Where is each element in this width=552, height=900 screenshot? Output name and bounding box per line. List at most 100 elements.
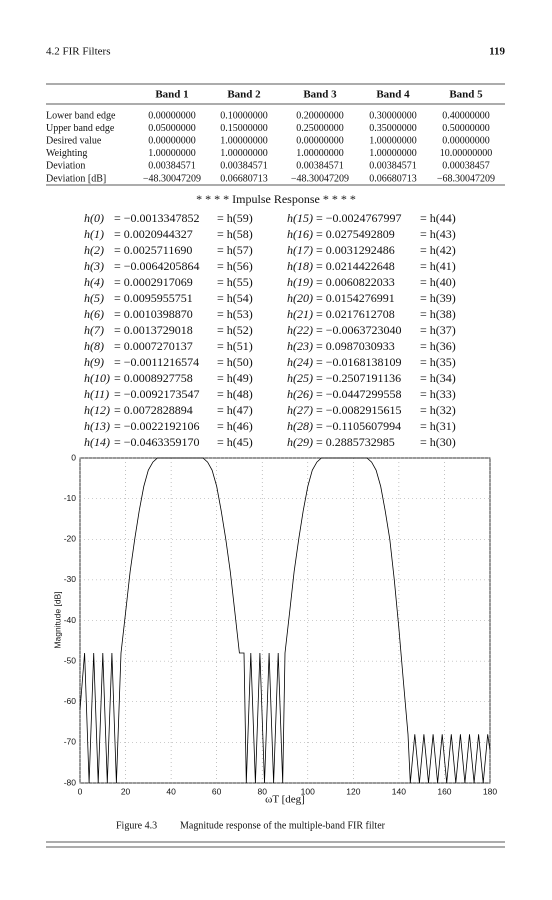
cell: 0.35000000 — [369, 123, 417, 134]
cell: 0.00384571 — [296, 161, 344, 172]
coef-mirror: = h(37) — [420, 323, 456, 337]
coef-value: = 0.0025711690 — [114, 243, 192, 257]
y-tick-label: -50 — [64, 655, 77, 665]
response-line — [79, 457, 491, 784]
x-tick-label: 100 — [301, 786, 315, 796]
caption-label: Figure 4.3 — [116, 820, 157, 831]
coef-name: h(14) — [84, 435, 110, 449]
row-label: Desired value — [46, 135, 102, 146]
coef-name: h(20) — [287, 291, 313, 305]
coef-mirror: = h(31) — [420, 419, 456, 433]
coef-name: h(18) — [287, 259, 313, 273]
coef-name: h(6) — [84, 307, 104, 321]
cell: 0.00384571 — [220, 161, 268, 172]
coef-name: h(11) — [84, 387, 109, 401]
coef-value: = 0.0013729018 — [114, 323, 193, 337]
coef-name: h(12) — [84, 403, 110, 417]
coef-mirror: = h(52) — [217, 323, 253, 337]
x-tick-label: 20 — [121, 786, 131, 796]
coef-value: = 0.0002917069 — [114, 275, 193, 289]
coef-name: h(17) — [287, 243, 313, 257]
coef-mirror: = h(41) — [420, 259, 456, 273]
coef-name: h(28) — [287, 419, 313, 433]
coef-value: = −0.0063723040 — [316, 323, 402, 337]
coef-name: h(21) — [287, 307, 313, 321]
coef-mirror: = h(50) — [217, 355, 253, 369]
coef-name: h(29) — [287, 435, 313, 449]
coef-name: h(13) — [84, 419, 110, 433]
coef-name: h(26) — [287, 387, 313, 401]
coef-mirror: = h(57) — [217, 243, 253, 257]
cell: −68.30047209 — [437, 173, 495, 184]
cell: 0.10000000 — [220, 110, 268, 121]
coef-name: h(25) — [287, 371, 313, 385]
coef-mirror: = h(30) — [420, 435, 456, 449]
coef-name: h(24) — [287, 355, 313, 369]
cell: 0.15000000 — [220, 123, 268, 134]
coef-value: = 0.0217612708 — [316, 307, 395, 321]
coef-value: = 0.0214422648 — [316, 259, 395, 273]
coef-value: = −0.2507191136 — [316, 371, 401, 385]
coef-name: h(16) — [287, 227, 313, 241]
cell: −48.30047209 — [143, 173, 201, 184]
column-header: Band 2 — [227, 89, 261, 101]
cell: 0.00000000 — [148, 110, 196, 121]
coef-name: h(8) — [84, 339, 104, 353]
coef-value: = −0.0013347852 — [114, 211, 200, 225]
coef-mirror: = h(39) — [420, 291, 456, 305]
coef-name: h(22) — [287, 323, 313, 337]
x-tick-label: 40 — [166, 786, 176, 796]
coef-value: = 0.0154276991 — [316, 291, 395, 305]
coef-mirror: = h(56) — [217, 259, 253, 273]
y-axis-label: Magnitude [dB] — [52, 591, 62, 648]
coef-value: = −0.0463359170 — [114, 435, 200, 449]
cell: 0.00038457 — [442, 161, 490, 172]
cell: 0.06680713 — [220, 173, 268, 184]
cell: 1.00000000 — [296, 148, 344, 159]
cell: 0.00000000 — [442, 135, 490, 146]
coef-name: h(15) — [287, 211, 313, 225]
coef-value: = 0.0007270137 — [114, 339, 193, 353]
y-tick-label: -20 — [64, 534, 77, 544]
coef-mirror: = h(58) — [217, 227, 253, 241]
coef-mirror: = h(33) — [420, 387, 456, 401]
coef-value: = −0.0092173547 — [114, 387, 200, 401]
coef-value: = 0.0031292486 — [316, 243, 395, 257]
section-header: 4.2 FIR Filters — [46, 46, 110, 58]
column-header: Band 3 — [303, 89, 337, 101]
impulse-title: * * * * Impulse Response * * * * — [196, 192, 356, 206]
coef-mirror: = h(45) — [217, 435, 253, 449]
cell: 0.06680713 — [369, 173, 417, 184]
y-tick-label: 0 — [71, 452, 76, 462]
row-label: Upper band edge — [46, 123, 115, 134]
coef-mirror: = h(38) — [420, 307, 456, 321]
coef-name: h(9) — [84, 355, 104, 369]
y-tick-label: -30 — [64, 574, 77, 584]
x-tick-label: 0 — [78, 786, 83, 796]
cell: 10.00000000 — [440, 148, 493, 159]
x-axis-label: ωT [deg] — [265, 794, 305, 806]
y-tick-label: -40 — [64, 615, 77, 625]
coef-mirror: = h(40) — [420, 275, 456, 289]
cell: 1.00000000 — [369, 148, 417, 159]
coef-mirror: = h(36) — [420, 339, 456, 353]
row-label: Weighting — [46, 148, 87, 159]
cell: 1.00000000 — [220, 135, 268, 146]
cell: 0.00000000 — [296, 135, 344, 146]
coef-value: = −0.0024767997 — [316, 211, 402, 225]
row-label: Deviation [dB] — [46, 173, 106, 184]
coef-mirror: = h(42) — [420, 243, 456, 257]
cell: 1.00000000 — [369, 135, 417, 146]
y-tick-label: -60 — [64, 696, 77, 706]
cell: 0.50000000 — [442, 123, 490, 134]
coef-value: = 0.0275492809 — [316, 227, 395, 241]
coef-value: = −0.1105607994 — [316, 419, 401, 433]
coef-mirror: = h(53) — [217, 307, 253, 321]
cell: 0.05000000 — [148, 123, 196, 134]
coef-mirror: = h(46) — [217, 419, 253, 433]
coef-name: h(10) — [84, 371, 110, 385]
coef-mirror: = h(43) — [420, 227, 456, 241]
caption-text: Magnitude response of the multiple-band … — [180, 820, 386, 831]
coef-mirror: = h(48) — [217, 387, 253, 401]
